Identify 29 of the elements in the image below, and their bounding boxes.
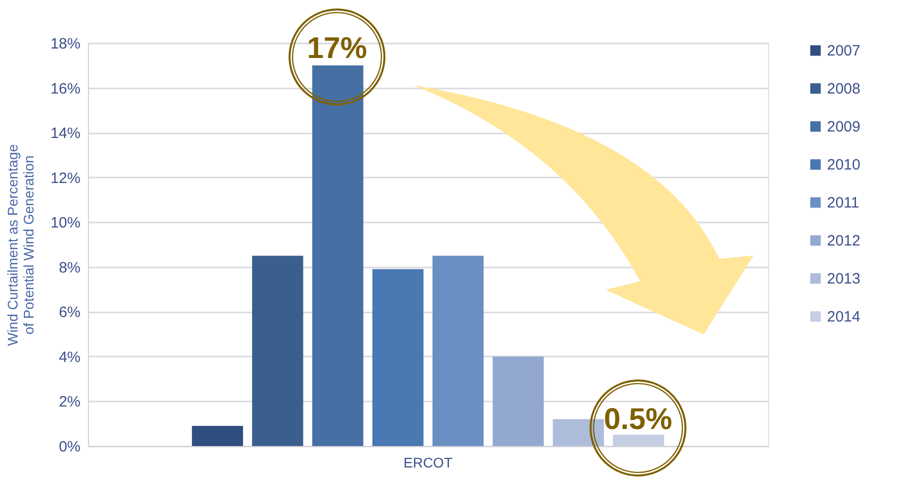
legend-label: 2014 bbox=[827, 308, 860, 326]
legend-label: 2009 bbox=[827, 118, 860, 136]
annotation: 17% bbox=[306, 32, 368, 65]
bar bbox=[492, 356, 544, 446]
bar bbox=[432, 256, 484, 446]
legend-label: 2011 bbox=[827, 194, 860, 212]
legend-label: 2010 bbox=[827, 156, 860, 174]
bar bbox=[252, 256, 304, 446]
bar bbox=[192, 426, 244, 446]
bar bbox=[372, 269, 424, 446]
y-tick-label: 0% bbox=[58, 438, 80, 456]
bar bbox=[552, 419, 604, 446]
legend-label: 2008 bbox=[827, 80, 860, 98]
y-tick-label: 14% bbox=[50, 125, 80, 142]
legend-label: 2013 bbox=[827, 270, 860, 288]
y-tick-label: 10% bbox=[50, 214, 80, 232]
y-tick-label: 12% bbox=[50, 170, 80, 187]
x-tick-label: ERCOT bbox=[404, 454, 453, 470]
y-tick-label: 6% bbox=[58, 304, 80, 322]
y-tick-label: 2% bbox=[58, 394, 80, 411]
legend-label: 2007 bbox=[827, 42, 860, 60]
y-tick-label: 16% bbox=[50, 80, 80, 98]
y-tick-label: 8% bbox=[58, 259, 80, 276]
y-axis-title: Wind Curtailment as Percentage of Potential Wind Generation bbox=[4, 144, 36, 346]
bar bbox=[312, 65, 364, 446]
legend-label: 2012 bbox=[827, 232, 860, 250]
y-tick-label: 18% bbox=[50, 36, 80, 52]
annotation: 0.5% bbox=[604, 403, 672, 436]
y-tick-label: 4% bbox=[58, 348, 80, 366]
